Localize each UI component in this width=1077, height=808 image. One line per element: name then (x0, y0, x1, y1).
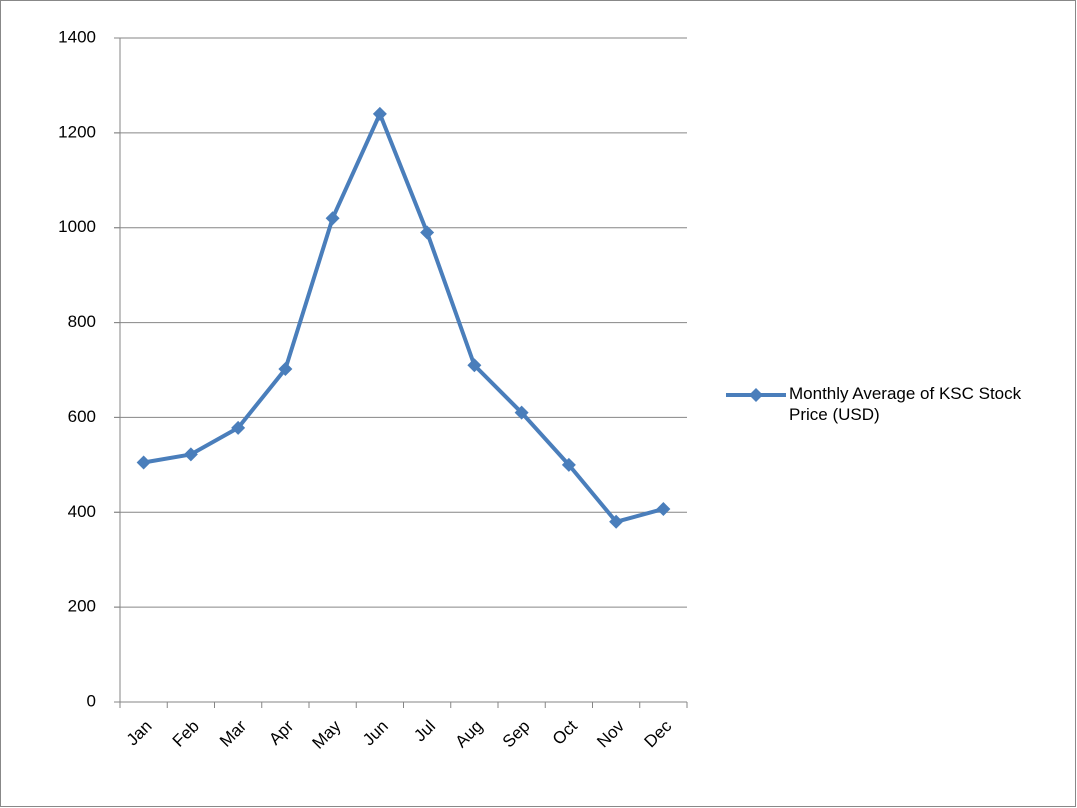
point-marker (514, 405, 529, 420)
x-tick-label: May (308, 716, 344, 752)
legend-label: Monthly Average of KSC Stock Price (USD) (789, 384, 1022, 424)
x-tick-label: Feb (169, 717, 203, 751)
point-marker (231, 420, 246, 435)
point-marker (325, 211, 340, 226)
x-tick-label: Mar (216, 716, 250, 750)
y-tick-label: 0 (87, 691, 96, 710)
point-marker (278, 362, 293, 377)
y-tick-label: 400 (68, 502, 96, 521)
x-tick-label: Nov (593, 716, 628, 751)
point-marker (372, 106, 387, 121)
point-marker (136, 455, 151, 470)
x-tick-label: Sep (499, 717, 534, 752)
x-tick-label: Jul (410, 717, 439, 746)
y-tick-label: 600 (68, 407, 96, 426)
point-marker (183, 447, 198, 462)
y-tick-label: 1200 (58, 122, 96, 141)
point-marker (561, 457, 576, 472)
x-tick-label: Jan (123, 717, 156, 750)
legend-marker (749, 388, 763, 402)
x-tick-label: Jun (359, 717, 392, 750)
x-tick-label: Oct (549, 716, 581, 748)
x-tick-label: Dec (641, 716, 676, 751)
y-tick-label: 800 (68, 312, 96, 331)
series-line (143, 111, 664, 524)
point-marker (609, 514, 624, 529)
point-marker (656, 501, 671, 516)
x-tick-label: Aug (452, 717, 487, 752)
y-tick-label: 200 (68, 597, 96, 616)
y-tick-label: 1000 (58, 217, 96, 236)
point-marker (467, 358, 482, 373)
x-tick-label: Apr (265, 716, 297, 748)
y-tick-label: 1400 (58, 27, 96, 46)
point-marker (420, 225, 435, 240)
